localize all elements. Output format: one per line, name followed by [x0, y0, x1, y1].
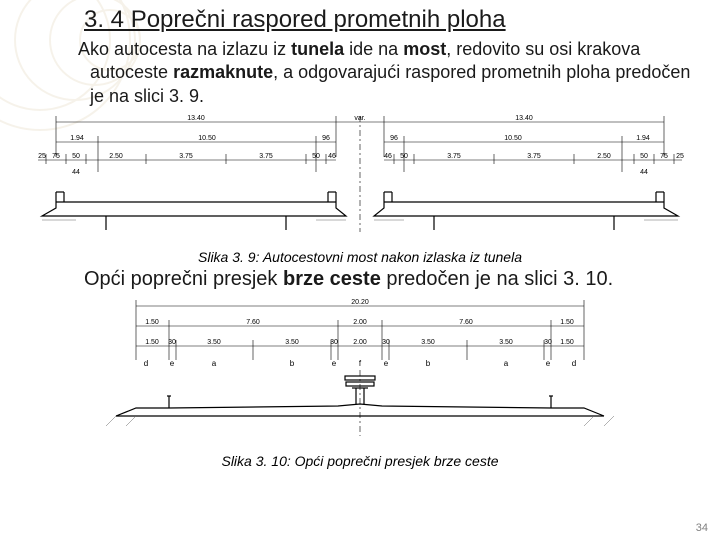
svg-text:50: 50 — [640, 153, 648, 160]
svg-text:3.75: 3.75 — [179, 153, 193, 160]
figure-3-9: 13.40 var. 13.40 1.94 10.50 96 96 10.50 … — [16, 112, 704, 247]
svg-text:30: 30 — [330, 339, 338, 346]
svg-text:50: 50 — [400, 153, 408, 160]
svg-text:e: e — [546, 359, 551, 368]
svg-text:1.50: 1.50 — [145, 319, 159, 326]
caption-2: Slika 3. 10: Opći poprečni presjek brze … — [16, 453, 704, 469]
svg-text:75: 75 — [52, 153, 60, 160]
svg-text:3.50: 3.50 — [207, 339, 221, 346]
svg-text:1.50: 1.50 — [560, 339, 574, 346]
svg-text:46: 46 — [384, 153, 392, 160]
svg-text:96: 96 — [390, 135, 398, 142]
svg-text:b: b — [426, 359, 431, 368]
svg-text:75: 75 — [660, 153, 668, 160]
svg-text:44: 44 — [640, 169, 648, 176]
svg-text:e: e — [332, 359, 337, 368]
svg-text:3.50: 3.50 — [499, 339, 513, 346]
svg-text:50: 50 — [312, 153, 320, 160]
svg-text:2.00: 2.00 — [353, 319, 367, 326]
svg-text:50: 50 — [72, 153, 80, 160]
svg-text:13.40: 13.40 — [187, 115, 205, 122]
svg-text:a: a — [504, 359, 509, 368]
svg-text:25: 25 — [38, 153, 46, 160]
section-title: 3. 4 Poprečni raspored prometnih ploha — [84, 6, 704, 34]
svg-text:7.60: 7.60 — [246, 319, 260, 326]
figure-3-10: 20.20 1.50 7.60 2.00 7.60 1.50 1.50 30 3… — [16, 296, 704, 451]
svg-text:b: b — [290, 359, 295, 368]
paragraph-2: Opći poprečni presjek brze ceste predoče… — [84, 267, 702, 292]
svg-text:2.50: 2.50 — [109, 153, 123, 160]
svg-text:d: d — [144, 359, 148, 368]
svg-text:10.50: 10.50 — [504, 135, 522, 142]
svg-text:2.00: 2.00 — [353, 339, 367, 346]
svg-text:20.20: 20.20 — [351, 299, 369, 306]
svg-text:13.40: 13.40 — [515, 115, 533, 122]
svg-text:d: d — [572, 359, 576, 368]
svg-text:1.94: 1.94 — [636, 135, 650, 142]
page-number: 34 — [696, 522, 708, 534]
svg-text:10.50: 10.50 — [198, 135, 216, 142]
svg-text:f: f — [359, 359, 362, 368]
svg-text:1.50: 1.50 — [560, 319, 574, 326]
svg-text:3.75: 3.75 — [447, 153, 461, 160]
svg-text:44: 44 — [72, 169, 80, 176]
svg-text:e: e — [170, 359, 175, 368]
svg-text:a: a — [212, 359, 217, 368]
caption-1: Slika 3. 9: Autocestovni most nakon izla… — [16, 249, 704, 265]
svg-text:30: 30 — [168, 339, 176, 346]
svg-text:96: 96 — [322, 135, 330, 142]
svg-text:1.50: 1.50 — [145, 339, 159, 346]
svg-text:46: 46 — [328, 153, 336, 160]
svg-text:30: 30 — [544, 339, 552, 346]
paragraph-1: Ako autocesta na izlazu iz tunela ide na… — [90, 38, 700, 108]
svg-text:25: 25 — [676, 153, 684, 160]
svg-text:3.50: 3.50 — [421, 339, 435, 346]
svg-text:3.75: 3.75 — [527, 153, 541, 160]
svg-text:7.60: 7.60 — [459, 319, 473, 326]
svg-text:e: e — [384, 359, 389, 368]
svg-text:3.50: 3.50 — [285, 339, 299, 346]
svg-text:2.50: 2.50 — [597, 153, 611, 160]
svg-text:1.94: 1.94 — [70, 135, 84, 142]
svg-text:3.75: 3.75 — [259, 153, 273, 160]
